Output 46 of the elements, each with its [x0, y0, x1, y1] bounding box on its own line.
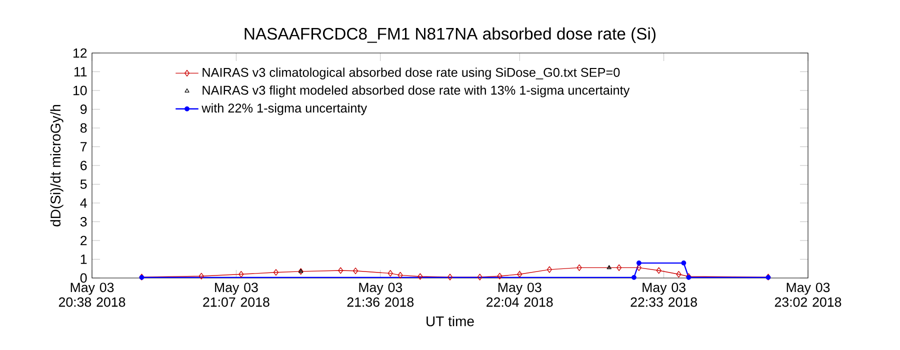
y-tick-label: 11 [74, 67, 87, 76]
point [636, 260, 642, 266]
legend-label: with 22% 1-sigma uncertainty [202, 103, 368, 116]
x-tick-label: May 03 20:38 2018 [58, 282, 126, 307]
point [636, 264, 642, 271]
y-tick-label: 12 [73, 48, 87, 58]
y-tick-label: 5 [80, 180, 87, 189]
legend-label: NAIRAS v3 climatological absorbed dose rate using SiDose_G0.txt SEP=0 [202, 68, 620, 80]
point [338, 267, 344, 274]
point [497, 272, 502, 280]
y-tick-label: 8 [80, 123, 87, 133]
point [656, 267, 662, 274]
y-tick-label: 7 [80, 142, 87, 152]
y-tick-label: 6 [80, 160, 87, 170]
y-tick-label: 9 [80, 104, 87, 114]
x-tick-label: May 03 22:33 2018 [630, 282, 697, 307]
point [576, 264, 582, 271]
legend-label: NAIRAS v3 flight modeled absorbed dose rate with 13% 1-sigma uncertainty [202, 85, 630, 98]
chart-title: NASAAFRCDC8_FM1 N817NA absorbed dose rate (Si) [244, 27, 656, 43]
x-axis-title: UT time [426, 316, 474, 326]
y-tick-label: 0 [80, 273, 87, 283]
point [273, 269, 279, 276]
point [616, 264, 622, 271]
y-tick-label: 2 [80, 236, 87, 246]
point [352, 268, 358, 274]
point [546, 266, 552, 273]
x-tick-label: May 03 22:04 2018 [486, 282, 553, 307]
point [632, 274, 636, 280]
point [447, 274, 453, 280]
x-tick-label: May 03 23:02 2018 [774, 282, 842, 307]
y-tick-label: 1 [80, 254, 87, 264]
point [517, 270, 522, 278]
point [198, 272, 204, 280]
y-tick-label: 4 [80, 198, 87, 208]
point [418, 273, 423, 280]
x-tick-label: May 03 21:07 2018 [203, 282, 270, 307]
point [238, 270, 244, 278]
point [676, 270, 682, 278]
y-axis-title: dD(Si)/dt microGy/h [50, 104, 64, 226]
point [681, 260, 686, 266]
x-tick-label: May 03 21:36 2018 [347, 282, 414, 307]
y-tick-label: 3 [80, 217, 87, 226]
point [388, 270, 393, 277]
point [477, 274, 482, 280]
y-tick-label: 10 [73, 86, 87, 96]
point [398, 272, 403, 278]
